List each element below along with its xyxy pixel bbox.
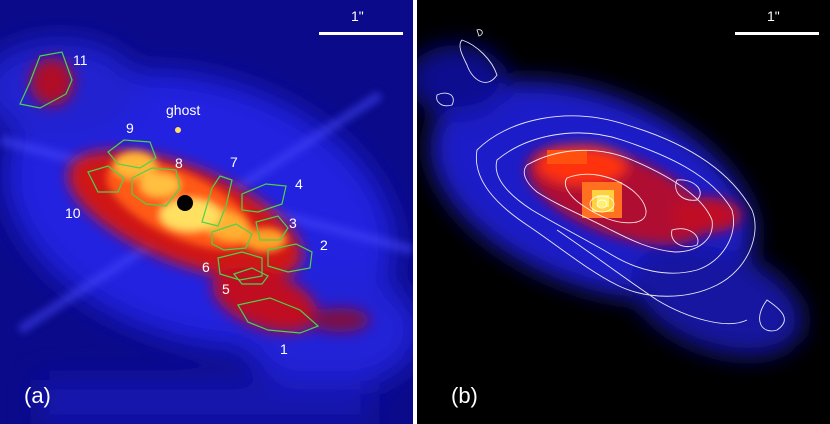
region-6-outline bbox=[217, 251, 263, 281]
region-label-8: 8 bbox=[175, 155, 183, 171]
ghost-label: ghost bbox=[166, 102, 201, 118]
region-8-outline bbox=[131, 167, 181, 207]
panel-a-scale-label: 1" bbox=[351, 8, 364, 24]
panel-a-map bbox=[0, 0, 413, 424]
region-label-6: 6 bbox=[202, 259, 210, 275]
panel-a-scale-bar bbox=[319, 32, 403, 35]
nucleus-mask bbox=[177, 195, 193, 211]
region-label-2: 2 bbox=[320, 237, 328, 253]
region-11-outline bbox=[19, 51, 73, 109]
region-label-10: 10 bbox=[65, 205, 81, 221]
region-2-outline bbox=[267, 243, 313, 273]
panel-b-image: 1" (b) bbox=[417, 0, 830, 424]
ghost-spot bbox=[175, 127, 181, 133]
region-label-11: 11 bbox=[73, 52, 88, 68]
region-label-9: 9 bbox=[126, 120, 134, 136]
region-10-outline bbox=[87, 165, 125, 193]
region-7-outline bbox=[201, 175, 233, 227]
region-outlines bbox=[19, 51, 320, 334]
region-3-outline bbox=[255, 215, 289, 241]
panel-b-map bbox=[417, 0, 830, 424]
panel-b-contours bbox=[436, 29, 785, 332]
region-9-outline bbox=[107, 139, 157, 169]
panel-a-letter: (a) bbox=[24, 383, 51, 408]
panel-b-scale-bar bbox=[735, 32, 819, 35]
panel-b-scale-label: 1" bbox=[767, 8, 780, 24]
region-4-outline bbox=[241, 183, 287, 213]
region-label-3: 3 bbox=[289, 215, 297, 231]
region-5-outline bbox=[232, 267, 269, 285]
region-1-outline bbox=[237, 297, 320, 334]
region-mid-outline bbox=[211, 223, 253, 251]
region-label-1: 1 bbox=[280, 341, 288, 357]
region-label-7: 7 bbox=[230, 154, 238, 170]
region-label-4: 4 bbox=[295, 176, 303, 192]
panel-a-image: 1" ghost 1 2 3 4 5 6 7 8 9 10 11 (a) bbox=[0, 0, 413, 424]
panel-b-letter: (b) bbox=[451, 383, 478, 408]
region-label-5: 5 bbox=[222, 281, 230, 297]
